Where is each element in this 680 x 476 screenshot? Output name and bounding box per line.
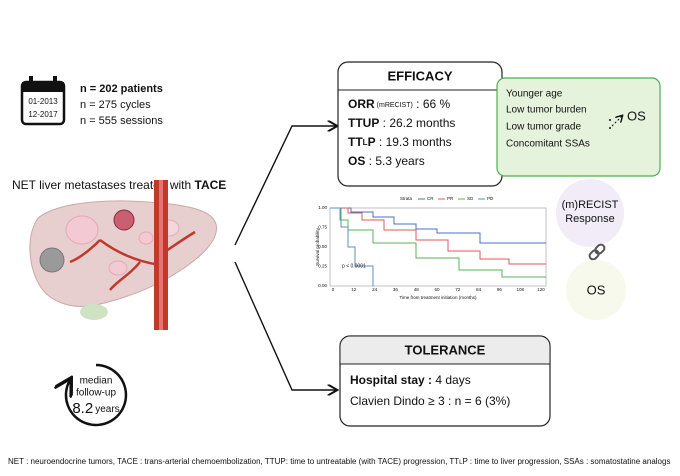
follow-up-line: median [80,376,113,387]
km-x-label: Time from treatment initiation (months) [399,295,477,300]
km-y-tick-label: 0.00 [318,283,327,288]
calendar-start: 01-2013 [28,97,58,106]
km-x-tick-label: 24 [372,287,378,292]
follow-up-value: 8.2 [72,400,93,417]
ttlp-sub: L [363,138,368,147]
calendar-end: 12-2017 [28,110,58,119]
orr-note: (mRECIST) [377,102,413,109]
stay-label: Hospital stay : [350,373,432,387]
km-x-tick-label: 0 [332,287,335,292]
follow-up-unit: years [95,404,119,415]
km-y-tick-label: 0.25 [318,264,327,269]
km-legend-label: CR [427,196,434,201]
km-legend-title: Strata [400,196,413,201]
footnote-text: NET : neuroendocrine tumors, TACE : tran… [8,457,459,466]
km-legend-label: PR [447,196,454,201]
cohort-cycles: n = 275 cycles [80,99,151,111]
km-legend-label: PD [487,196,494,201]
efficacy-ttup: TTUP : 26.2 months [348,116,455,130]
km-p-value: p < 0.0001 [342,263,366,269]
km-curve-pr [330,207,546,265]
km-x-tick-label: 60 [434,287,440,292]
ttlp-label: TT [348,135,363,149]
follow-up-badge: median follow-up 8.2 years [66,363,128,427]
response-outcome: OS [587,282,606,297]
km-x-tick-label: 12 [351,287,357,292]
efficacy-box: EFFICACY ORR (mRECIST) : 66 % TTUP : 26.2… [337,61,503,187]
factor: Low tumor burden [506,105,587,116]
tolerance-title: TOLERANCE [405,342,486,357]
response-association: (m)RECIST Response OS [556,179,626,320]
efficacy-os: OS : 5.3 years [348,154,425,168]
tolerance-clavien: Clavien Dindo ≥ 3 : n = 6 (3%) [350,394,510,408]
ttup-value: : 26.2 months [379,116,455,130]
orr-label: ORR [348,97,375,111]
km-x-tick-label: 48 [414,287,420,292]
km-x-tick-label: 72 [455,287,461,292]
liver-illustration [29,180,217,330]
factors-box: Younger age Low tumor burden Low tumor g… [496,77,661,177]
km-legend-label: SD [467,196,474,201]
ttup-label: TTUP [348,116,379,130]
factors-outcome: OS [627,108,646,123]
km-y-tick-label: 1.00 [318,205,327,210]
factor: Concomitant SSAs [506,139,590,150]
population-text: NET liver metastases treated with [12,178,195,192]
follow-up-value-line: 8.2 years [72,400,119,417]
km-y-label: Survival probability [315,227,320,266]
os-value: : 5.3 years [365,154,424,168]
km-y-tick-label: 0.75 [318,225,327,230]
response-line: Response [565,213,615,225]
cohort-patients: n = 202 patients [80,83,163,95]
efficacy-orr: ORR (mRECIST) : 66 % [348,97,451,111]
km-x-tick-label: 36 [393,287,399,292]
ttlp-value: : 19.3 months [376,135,452,149]
km-curve-pd [330,207,374,286]
population-label: NET liver metastases treated with TACE [12,178,226,192]
km-x-tick-label: 96 [497,287,503,292]
tolerance-stay: Hospital stay : 4 days [350,373,471,387]
efficacy-title: EFFICACY [388,68,453,83]
calendar-icon: 01-2013 12-2017 [20,76,66,126]
tolerance-box: TOLERANCE Hospital stay : 4 days Clavien… [339,335,551,427]
response-line: (m)RECIST [562,199,619,211]
km-x-tick-label: 120 [537,287,545,292]
flow-arrows [234,126,336,390]
efficacy-ttlp: TTLP : 19.3 months [348,135,452,149]
km-curve-cr [330,207,546,244]
km-x-tick-label: 108 [516,287,524,292]
cohort-sessions: n = 555 sessions [80,115,163,127]
footnote-text: P : time to liver progression, SSAs : so… [463,457,671,466]
km-x-tick-label: 84 [476,287,482,292]
orr-value: : 66 % [413,97,451,111]
survival-plot: p < 0.0001 Survival probability Time fro… [315,196,547,300]
os-label: OS [348,154,365,168]
stay-value: 4 days [432,373,471,387]
population-emphasis: TACE [195,178,227,192]
ttlp-label-end: P [368,135,376,149]
follow-up-line: follow-up [76,388,116,399]
factor: Low tumor grade [506,122,581,133]
footnote: NET : neuroendocrine tumors, TACE : tran… [8,457,670,466]
km-y-tick-label: 0.50 [318,244,327,249]
footnote-sub: L [459,460,463,466]
factor: Younger age [506,89,563,100]
